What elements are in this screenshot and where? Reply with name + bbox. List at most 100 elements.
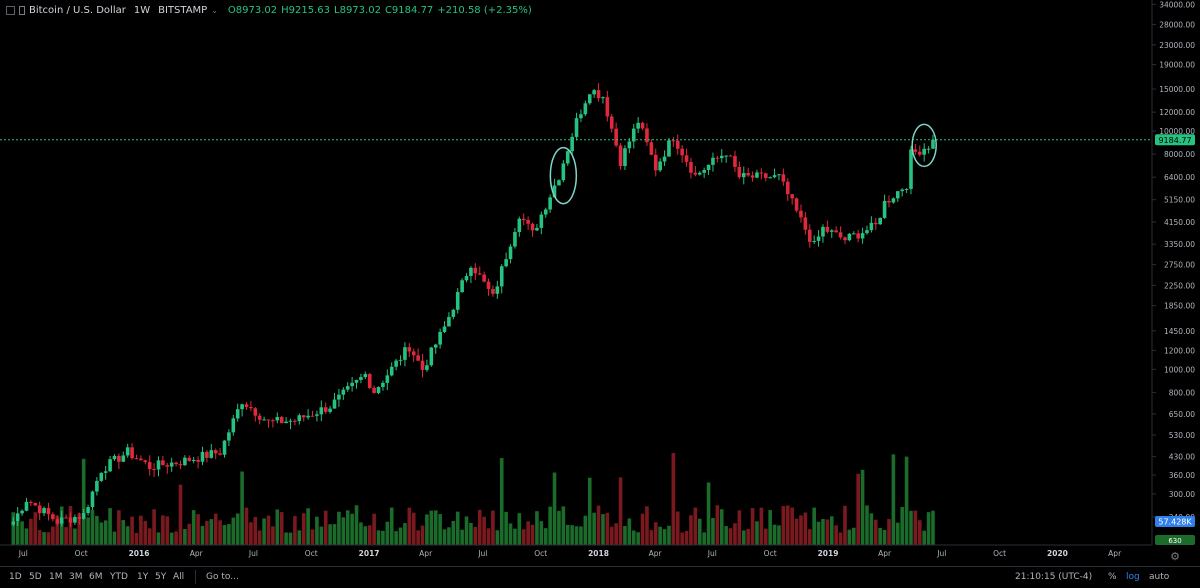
volume-bar xyxy=(759,507,764,545)
volume-bar xyxy=(785,505,790,545)
range-ytd[interactable]: YTD xyxy=(110,572,128,582)
candle-body xyxy=(807,229,812,242)
volume-bar xyxy=(711,517,715,545)
candle-body xyxy=(209,450,214,458)
candle-body xyxy=(332,399,337,409)
candle-body xyxy=(134,458,139,460)
volume-bar xyxy=(429,510,434,545)
candle-body xyxy=(108,459,112,472)
candle-body xyxy=(504,259,508,267)
volume-bar xyxy=(521,529,526,545)
volume-bar xyxy=(407,507,412,545)
candle-body xyxy=(231,418,236,433)
candle-body xyxy=(367,374,372,388)
volume-bar xyxy=(891,454,896,545)
candle-body xyxy=(218,453,222,455)
volume-bar xyxy=(627,518,632,545)
candle-body xyxy=(548,197,552,210)
settings-gear-icon[interactable]: ⚙ xyxy=(1170,550,1180,563)
candle-body xyxy=(240,404,244,410)
candle-body xyxy=(785,181,790,195)
range-6m[interactable]: 6M xyxy=(89,572,103,582)
volume-bars xyxy=(11,452,935,545)
chevron-down-icon[interactable]: ⌄ xyxy=(211,6,218,15)
candle-body xyxy=(143,460,148,463)
volume-bar xyxy=(372,513,376,545)
range-all[interactable]: All xyxy=(173,572,185,582)
collapse-icon[interactable] xyxy=(6,6,15,15)
symbol-name[interactable]: Bitcoin / U.S. Dollar xyxy=(29,5,126,16)
volume-bottom-label: 630 xyxy=(1168,537,1181,545)
volume-bar xyxy=(134,532,139,545)
log-toggle[interactable]: log xyxy=(1126,572,1140,582)
candle-body xyxy=(403,347,407,360)
volume-bar xyxy=(117,510,121,545)
range-3m[interactable]: 3M xyxy=(69,572,83,582)
volume-bar xyxy=(37,530,42,545)
x-tick-label: Jul xyxy=(248,549,258,558)
volume-bar xyxy=(464,516,469,545)
volume-bar xyxy=(851,527,856,545)
y-tick-label: 4150.00 xyxy=(1164,218,1195,227)
volume-bar xyxy=(755,521,759,545)
volume-bar xyxy=(51,526,55,545)
candle-body xyxy=(860,233,865,239)
volume-bar xyxy=(279,512,284,545)
interval[interactable]: 1W xyxy=(133,5,151,16)
volume-bar xyxy=(865,505,869,545)
volume-bar xyxy=(649,530,654,545)
candle-body xyxy=(398,359,403,361)
last-price-label: 9184.77 xyxy=(1158,136,1191,145)
candle-body xyxy=(130,447,134,459)
range-5d[interactable]: 5D xyxy=(29,572,42,582)
volume-bar xyxy=(253,516,258,545)
volume-bar xyxy=(675,511,680,545)
candle-body xyxy=(227,432,231,441)
range-1d[interactable]: 1D xyxy=(9,572,22,582)
volume-bar xyxy=(517,513,522,545)
candle-body xyxy=(438,331,442,345)
volume-bar xyxy=(152,509,156,545)
range-1y[interactable]: 1Y xyxy=(137,572,149,582)
range-1m[interactable]: 1M xyxy=(49,572,63,582)
auto-toggle[interactable]: auto xyxy=(1149,572,1170,582)
volume-bar xyxy=(662,529,667,545)
volume-bar xyxy=(508,523,513,545)
candle-body xyxy=(183,457,187,466)
symbol-icon xyxy=(19,6,25,15)
volume-bar xyxy=(310,529,315,545)
candle-body xyxy=(491,288,495,294)
candle-body xyxy=(851,233,856,235)
percent-toggle[interactable]: % xyxy=(1108,572,1117,582)
volume-bar xyxy=(702,532,706,545)
volume-bar xyxy=(55,515,60,545)
y-tick-label: 6400.00 xyxy=(1164,173,1195,182)
y-tick-label: 28000.00 xyxy=(1159,20,1195,29)
candle-body xyxy=(213,450,218,454)
goto-button[interactable]: Go to... xyxy=(206,572,239,582)
volume-bar xyxy=(917,520,922,545)
volume-bar xyxy=(29,518,33,545)
volume-bar xyxy=(354,505,359,545)
volume-bar xyxy=(882,529,887,545)
candle-body xyxy=(803,217,808,230)
volume-bar xyxy=(183,528,187,545)
volume-bar xyxy=(895,522,900,545)
candle-body xyxy=(328,408,332,412)
volume-bar xyxy=(319,526,324,545)
range-5y[interactable]: 5Y xyxy=(155,572,167,582)
volume-bar xyxy=(389,507,394,545)
candle-body xyxy=(416,355,420,361)
candle-body xyxy=(284,421,288,424)
candle-body xyxy=(614,128,618,146)
candle-body xyxy=(777,174,781,176)
candle-body xyxy=(684,155,689,162)
y-tick-label: 300.00 xyxy=(1169,490,1195,499)
candle-body xyxy=(372,387,376,393)
candle-body xyxy=(671,140,676,142)
y-tick-label: 2750.00 xyxy=(1164,261,1195,270)
volume-bar xyxy=(139,515,143,545)
exchange[interactable]: BITSTAMP xyxy=(158,5,208,16)
volume-bar xyxy=(165,516,170,545)
